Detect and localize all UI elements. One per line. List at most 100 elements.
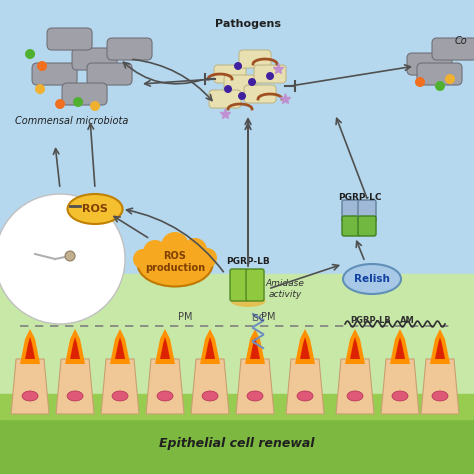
Text: Epithelial cell renewal: Epithelial cell renewal xyxy=(159,438,315,450)
Polygon shape xyxy=(395,337,405,359)
Polygon shape xyxy=(295,329,315,364)
Polygon shape xyxy=(25,337,35,359)
FancyBboxPatch shape xyxy=(107,38,152,60)
FancyBboxPatch shape xyxy=(0,194,474,394)
Circle shape xyxy=(73,97,83,107)
Ellipse shape xyxy=(347,391,363,401)
Polygon shape xyxy=(101,359,139,414)
Circle shape xyxy=(133,249,153,269)
Polygon shape xyxy=(435,337,445,359)
Ellipse shape xyxy=(112,391,128,401)
Ellipse shape xyxy=(432,391,448,401)
Polygon shape xyxy=(286,359,324,414)
Polygon shape xyxy=(236,359,274,414)
Polygon shape xyxy=(110,329,130,364)
FancyBboxPatch shape xyxy=(417,63,462,85)
FancyBboxPatch shape xyxy=(87,63,132,85)
Ellipse shape xyxy=(392,391,408,401)
Circle shape xyxy=(445,74,455,84)
FancyBboxPatch shape xyxy=(432,38,474,60)
Polygon shape xyxy=(115,337,125,359)
Ellipse shape xyxy=(137,241,212,286)
Ellipse shape xyxy=(247,391,263,401)
Text: AM: AM xyxy=(400,316,415,325)
Polygon shape xyxy=(200,329,220,364)
Text: Relish: Relish xyxy=(354,274,390,284)
Circle shape xyxy=(234,62,242,70)
Ellipse shape xyxy=(157,391,173,401)
Ellipse shape xyxy=(230,295,265,307)
Text: ROS
production: ROS production xyxy=(145,251,205,273)
FancyBboxPatch shape xyxy=(214,65,246,83)
Ellipse shape xyxy=(68,194,123,224)
FancyBboxPatch shape xyxy=(230,269,248,301)
Text: PGRP-LC: PGRP-LC xyxy=(338,193,382,202)
Text: PM: PM xyxy=(261,312,275,322)
Circle shape xyxy=(435,81,445,91)
Text: PM: PM xyxy=(178,312,192,322)
FancyBboxPatch shape xyxy=(224,75,256,93)
Circle shape xyxy=(55,99,65,109)
Ellipse shape xyxy=(297,391,313,401)
Circle shape xyxy=(197,248,217,268)
Polygon shape xyxy=(56,359,94,414)
Polygon shape xyxy=(191,359,229,414)
Polygon shape xyxy=(430,329,450,364)
FancyBboxPatch shape xyxy=(32,63,77,85)
Circle shape xyxy=(238,92,246,100)
Text: Pathogens: Pathogens xyxy=(215,19,281,29)
Polygon shape xyxy=(300,337,310,359)
FancyBboxPatch shape xyxy=(358,216,376,236)
Polygon shape xyxy=(160,337,170,359)
Text: Co: Co xyxy=(455,36,468,46)
Text: ROS: ROS xyxy=(82,204,108,214)
Text: Commensal microbiota: Commensal microbiota xyxy=(15,116,129,126)
Circle shape xyxy=(248,78,256,86)
Circle shape xyxy=(143,240,167,264)
Circle shape xyxy=(0,194,125,324)
FancyBboxPatch shape xyxy=(244,85,276,103)
FancyBboxPatch shape xyxy=(0,0,474,354)
Polygon shape xyxy=(421,359,459,414)
FancyBboxPatch shape xyxy=(239,50,271,68)
Ellipse shape xyxy=(22,391,38,401)
FancyBboxPatch shape xyxy=(254,65,286,83)
FancyBboxPatch shape xyxy=(72,48,117,70)
Circle shape xyxy=(25,49,35,59)
Circle shape xyxy=(183,238,207,262)
Circle shape xyxy=(415,77,425,87)
Polygon shape xyxy=(146,359,184,414)
Polygon shape xyxy=(20,329,40,364)
Text: Amidase
activity: Amidase activity xyxy=(265,279,304,299)
Text: PGRP-LB: PGRP-LB xyxy=(350,316,391,325)
Circle shape xyxy=(161,232,189,260)
FancyBboxPatch shape xyxy=(407,53,452,75)
FancyBboxPatch shape xyxy=(358,200,376,222)
Circle shape xyxy=(65,251,75,261)
Polygon shape xyxy=(155,329,175,364)
Polygon shape xyxy=(250,337,260,359)
FancyBboxPatch shape xyxy=(342,216,360,236)
Circle shape xyxy=(90,101,100,111)
Polygon shape xyxy=(70,337,80,359)
FancyBboxPatch shape xyxy=(47,28,92,50)
Ellipse shape xyxy=(343,264,401,294)
Polygon shape xyxy=(65,329,85,364)
Circle shape xyxy=(224,85,232,93)
FancyBboxPatch shape xyxy=(342,200,360,222)
FancyBboxPatch shape xyxy=(0,0,474,174)
Circle shape xyxy=(37,61,47,71)
Polygon shape xyxy=(336,359,374,414)
Ellipse shape xyxy=(202,391,218,401)
FancyBboxPatch shape xyxy=(209,90,241,108)
Text: ISC: ISC xyxy=(251,314,265,323)
Polygon shape xyxy=(390,329,410,364)
Circle shape xyxy=(35,84,45,94)
Circle shape xyxy=(266,72,274,80)
Polygon shape xyxy=(245,329,265,364)
Polygon shape xyxy=(205,337,215,359)
FancyBboxPatch shape xyxy=(62,83,107,105)
Polygon shape xyxy=(350,337,360,359)
Polygon shape xyxy=(381,359,419,414)
Polygon shape xyxy=(11,359,49,414)
